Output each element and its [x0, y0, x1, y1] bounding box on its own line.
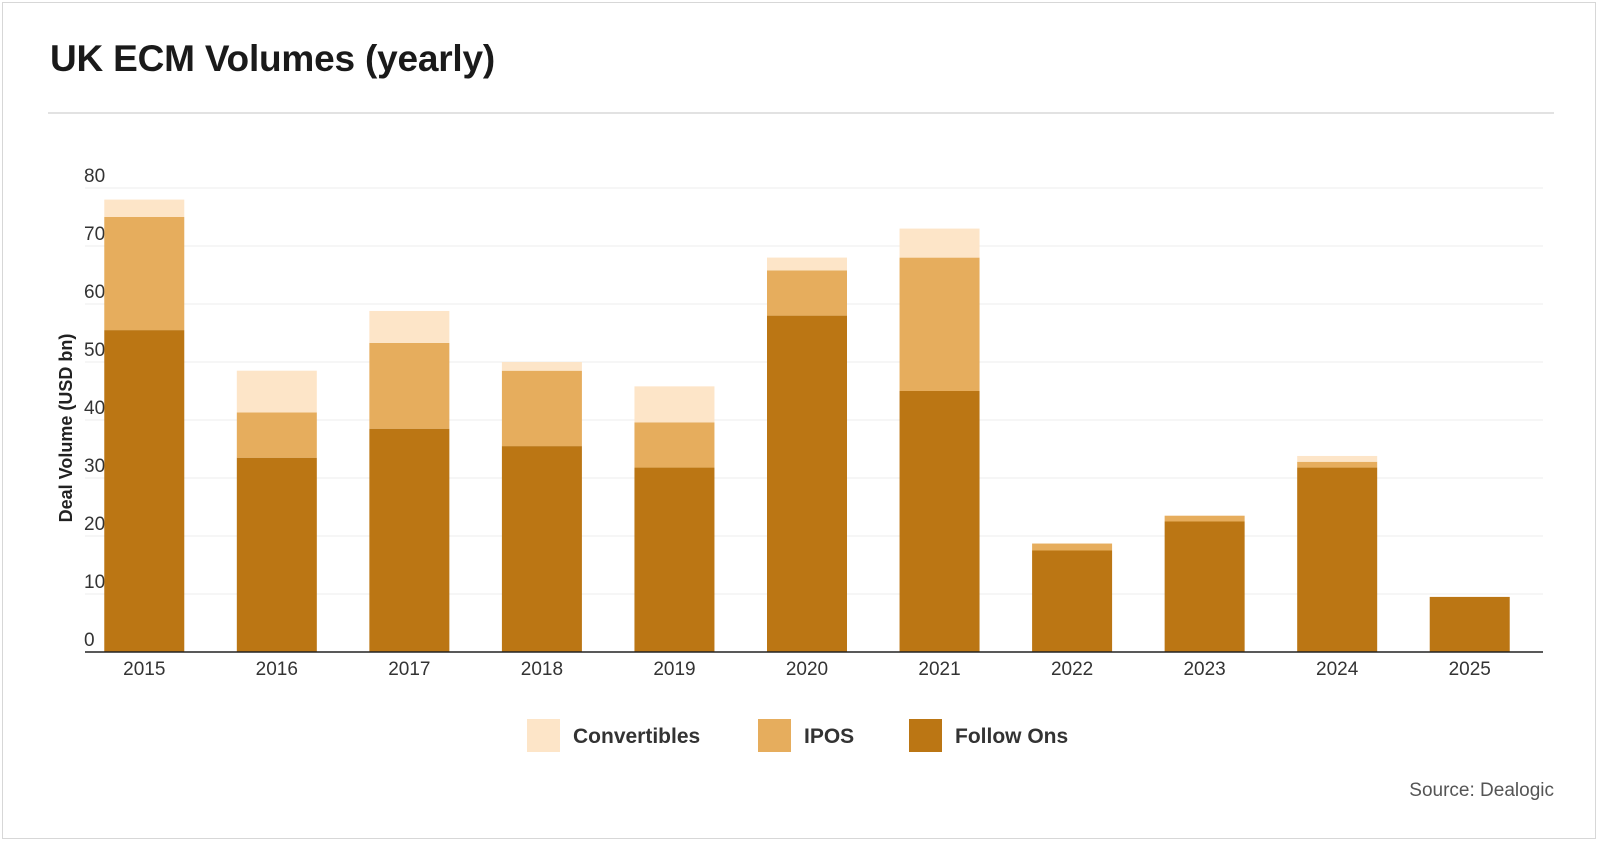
bar-follow-ons-2016 [236, 457, 317, 652]
legend-swatch [909, 719, 942, 752]
bar-ipos-2017 [369, 342, 450, 429]
legend-label: Convertibles [573, 725, 700, 748]
bar-stack-2025 [1429, 596, 1510, 652]
bar-convertibles-2016 [236, 370, 317, 413]
title-divider [48, 112, 1554, 114]
bar-convertibles-2018 [501, 362, 582, 371]
bar-ipos-2015 [104, 217, 185, 331]
source-note: Source: Dealogic [1409, 780, 1554, 801]
bars [104, 199, 1510, 652]
bar-ipos-2021 [899, 257, 980, 391]
bar-follow-ons-2023 [1164, 521, 1245, 652]
legend-item-convertibles: Convertibles [527, 719, 700, 752]
bar-convertibles-2021 [899, 228, 980, 258]
bar-convertibles-2019 [634, 386, 715, 423]
x-tick-label: 2017 [388, 659, 430, 680]
bar-follow-ons-2019 [634, 467, 715, 652]
bar-stack-2024 [1297, 455, 1378, 652]
bar-convertibles-2024 [1297, 455, 1378, 462]
bar-ipos-2016 [236, 412, 317, 458]
bar-follow-ons-2024 [1297, 467, 1378, 652]
legend-item-ipos: IPOS [758, 719, 854, 752]
legend-swatch [527, 719, 560, 752]
bar-stack-2022 [1032, 543, 1113, 652]
bar-follow-ons-2025 [1429, 596, 1510, 652]
legend: Convertibles IPOS Follow Ons [527, 719, 1068, 752]
y-tick-label: 70 [84, 224, 105, 245]
bar-stack-2021 [899, 228, 980, 652]
bar-follow-ons-2018 [501, 446, 582, 652]
x-axis-ticks: 2015 2016 2017 2018 2019 2020 2021 2022 2023 2024… [123, 659, 1491, 680]
x-tick-label: 2025 [1449, 659, 1491, 680]
legend-label: IPOS [804, 725, 854, 748]
bar-follow-ons-2022 [1032, 550, 1113, 652]
y-tick-label: 60 [84, 282, 105, 303]
bar-stack-2020 [767, 257, 847, 652]
bar-stack-2015 [104, 199, 185, 652]
bar-ipos-2022 [1032, 543, 1113, 551]
bar-ipos-2020 [767, 270, 847, 316]
y-tick-label: 80 [84, 166, 105, 187]
x-tick-label: 2019 [653, 659, 695, 680]
y-tick-label: 10 [84, 572, 105, 593]
bar-ipos-2023 [1164, 515, 1245, 522]
x-tick-label: 2021 [918, 659, 960, 680]
x-tick-label: 2024 [1316, 659, 1359, 680]
bar-ipos-2019 [634, 422, 715, 468]
bar-ipos-2024 [1297, 461, 1378, 468]
x-tick-label: 2018 [521, 659, 563, 680]
y-tick-label: 20 [84, 514, 105, 535]
x-tick-label: 2015 [123, 659, 165, 680]
bar-ipos-2018 [501, 370, 582, 447]
legend-swatch [758, 719, 791, 752]
y-tick-label: 50 [84, 340, 105, 361]
y-tick-label: 0 [84, 630, 95, 651]
legend-label: Follow Ons [955, 725, 1068, 748]
bar-follow-ons-2020 [767, 315, 847, 652]
bar-stack-2017 [369, 310, 450, 652]
page-title: UK ECM Volumes (yearly) [50, 38, 496, 79]
x-tick-label: 2016 [256, 659, 298, 680]
bar-stack-2018 [501, 362, 582, 652]
x-tick-label: 2020 [786, 659, 828, 680]
bar-convertibles-2017 [369, 310, 450, 343]
y-axis-ticks: 0 10 20 30 40 50 60 70 80 [84, 166, 105, 651]
bar-stack-2016 [236, 370, 317, 652]
x-tick-label: 2022 [1051, 659, 1093, 680]
legend-item-follow-ons: Follow Ons [909, 719, 1068, 752]
y-tick-label: 30 [84, 456, 105, 477]
bar-follow-ons-2017 [369, 428, 450, 652]
bar-stack-2023 [1164, 515, 1245, 652]
bar-convertibles-2015 [104, 199, 185, 217]
x-tick-label: 2023 [1183, 659, 1225, 680]
bar-follow-ons-2015 [104, 330, 185, 652]
bar-follow-ons-2021 [899, 391, 980, 652]
bar-convertibles-2020 [767, 257, 847, 271]
y-tick-label: 40 [84, 398, 105, 419]
y-axis-title: Deal Volume (USD bn) [56, 334, 76, 523]
bar-stack-2019 [634, 386, 715, 652]
